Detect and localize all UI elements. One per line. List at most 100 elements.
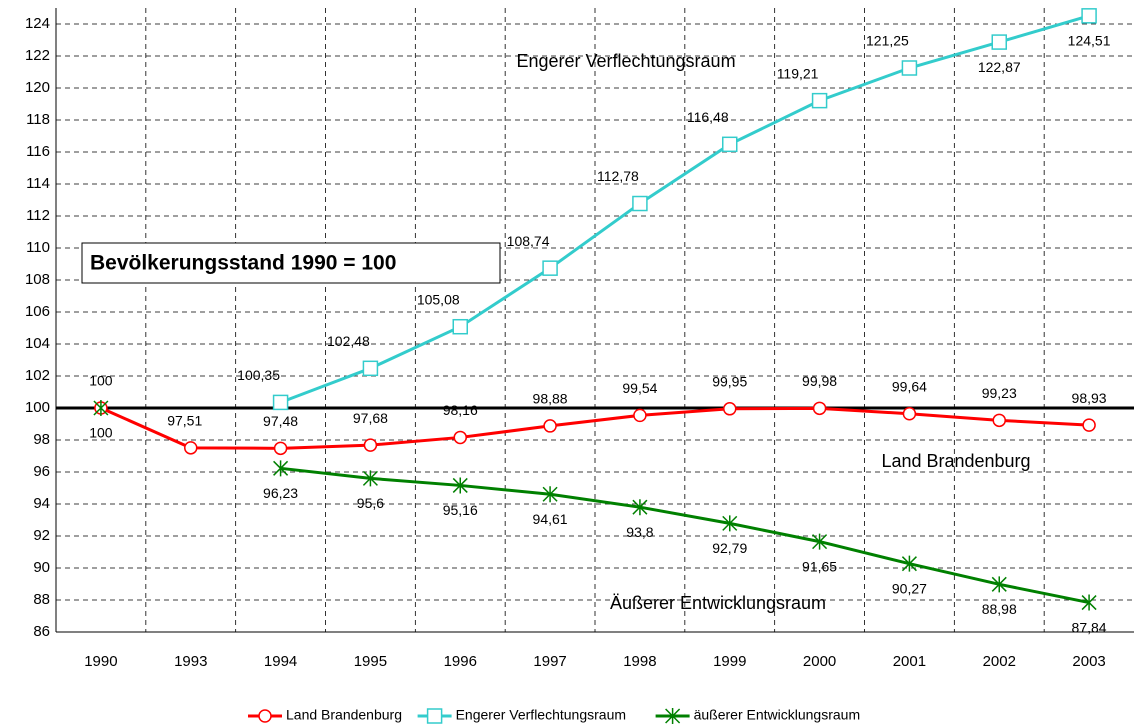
x-tick-label: 2003 <box>1072 653 1105 670</box>
marker <box>633 408 647 423</box>
legend-label: Engerer Verflechtungsraum <box>456 707 626 723</box>
y-tick-label: 88 <box>33 591 50 608</box>
annotation: Bevölkerungsstand 1990 = 100 <box>90 252 396 275</box>
marker <box>273 460 289 477</box>
data-label: 116,48 <box>687 109 729 125</box>
annotation-box <box>81 242 501 284</box>
marker <box>1081 8 1097 24</box>
annotation: Äußerer Entwicklungsraum <box>610 593 826 613</box>
x-tick-label: 1996 <box>444 653 477 670</box>
data-label: 95,6 <box>357 495 384 511</box>
y-tick-label: 114 <box>26 175 50 192</box>
x-tick-label: 1995 <box>354 653 387 670</box>
data-label: 97,51 <box>167 413 202 429</box>
data-label: 90,27 <box>892 580 927 596</box>
marker <box>722 515 738 532</box>
marker <box>812 533 828 550</box>
marker <box>902 407 917 421</box>
y-tick-label: 98 <box>33 431 50 448</box>
data-label: 94,61 <box>533 511 568 527</box>
series-line <box>100 406 1090 450</box>
marker <box>452 318 468 335</box>
x-tick-label: 1998 <box>623 653 656 670</box>
legend: Land Brandenburg Engerer Verflechtungsrau… <box>248 707 860 724</box>
y-tick-label: 116 <box>26 143 50 160</box>
x-tick-label: 1999 <box>713 653 746 670</box>
y-tick-label: 90 <box>33 559 50 576</box>
marker <box>632 499 648 516</box>
data-label: 108,74 <box>507 233 550 249</box>
marker <box>632 195 648 212</box>
data-label: 98,93 <box>1072 390 1107 406</box>
data-label: 124,51 <box>1068 33 1111 49</box>
y-tick-label: 118 <box>26 111 50 128</box>
data-label: 97,68 <box>353 410 388 426</box>
annotation: Land Brandenburg <box>881 451 1030 471</box>
marker <box>363 438 378 452</box>
marker <box>362 360 379 377</box>
marker <box>665 708 681 724</box>
marker <box>184 441 198 455</box>
data-label: 97,48 <box>263 413 298 429</box>
marker <box>992 413 1006 428</box>
data-label: 112,78 <box>597 168 639 184</box>
series-line <box>280 14 1090 404</box>
y-tick-label: 96 <box>33 463 50 480</box>
marker <box>542 260 558 276</box>
marker <box>453 430 467 445</box>
y-tick-label: 86 <box>33 623 50 640</box>
data-label: 99,23 <box>982 385 1017 401</box>
y-tick-label: 106 <box>25 303 50 320</box>
data-label: 102,48 <box>327 333 370 349</box>
data-label: 98,16 <box>443 402 478 418</box>
marker <box>723 402 737 416</box>
y-tick-label: 110 <box>26 239 50 256</box>
marker <box>258 709 272 723</box>
plot-area: 86 88 90 92 94 96 98 100 102 104 106 108 110 112 114 11… <box>25 8 1134 670</box>
data-label: 99,98 <box>802 373 837 389</box>
data-label: 91,65 <box>802 558 837 574</box>
x-tick-label: 2001 <box>893 653 926 670</box>
x-tick-label: 2000 <box>803 653 836 670</box>
data-label: 88,98 <box>982 601 1017 617</box>
legend-label: äußerer Entwicklungsraum <box>694 707 861 723</box>
data-label: 93,8 <box>626 524 653 540</box>
y-tick-label: 102 <box>25 367 50 384</box>
marker <box>1081 594 1097 611</box>
marker <box>811 92 828 109</box>
marker <box>543 419 557 433</box>
data-label: 119,21 <box>777 65 819 81</box>
marker <box>273 441 288 456</box>
marker <box>991 34 1007 50</box>
marker <box>426 708 443 724</box>
data-label: 100 <box>89 425 113 441</box>
data-label: 100 <box>89 373 113 389</box>
data-label: 121,25 <box>866 33 909 49</box>
data-label: 105,08 <box>417 291 460 307</box>
data-label: 100,35 <box>237 367 280 383</box>
data-label: 96,23 <box>263 485 298 501</box>
data-label: 122,87 <box>978 59 1021 75</box>
x-tick-label: 1994 <box>264 653 297 670</box>
y-tick-label: 100 <box>25 399 50 416</box>
marker <box>452 477 468 494</box>
series-line <box>280 466 1090 605</box>
x-tick-label: 2002 <box>983 653 1016 670</box>
data-label: 99,54 <box>622 380 657 396</box>
y-tick-label: 122 <box>25 47 50 64</box>
data-label: 99,64 <box>892 378 927 394</box>
marker <box>991 576 1007 593</box>
y-tick-label: 124 <box>25 15 50 32</box>
data-label: 95,16 <box>443 502 478 518</box>
data-label: 92,79 <box>712 540 747 556</box>
annotation: Engerer Verflechtungsraum <box>516 51 735 71</box>
marker <box>272 394 289 411</box>
legend-label: Land Brandenburg <box>286 707 402 723</box>
y-tick-label: 104 <box>25 335 50 352</box>
marker <box>1082 418 1096 432</box>
marker <box>93 400 109 416</box>
marker <box>901 60 918 76</box>
x-tick-label: 1993 <box>174 653 207 670</box>
marker <box>362 470 378 487</box>
